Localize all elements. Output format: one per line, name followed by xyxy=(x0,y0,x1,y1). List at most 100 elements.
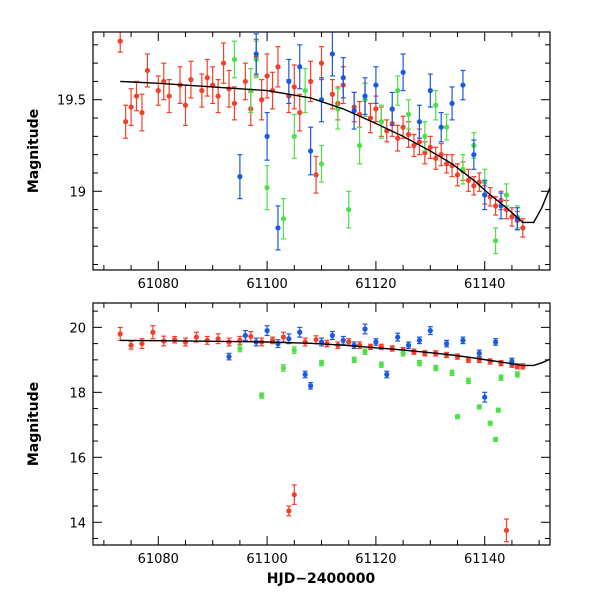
data-point-red xyxy=(427,144,433,150)
data-point-green xyxy=(259,392,265,399)
data-point-red xyxy=(367,115,374,121)
data-point-blue xyxy=(444,341,450,347)
y-axis-label: Magnitude xyxy=(26,382,42,466)
data-point-blue xyxy=(416,337,423,343)
data-point-red xyxy=(465,177,471,183)
data-layer xyxy=(117,32,550,255)
y-axis-label: Magnitude xyxy=(26,109,42,193)
data-point-green xyxy=(362,349,368,355)
data-point-red xyxy=(444,161,450,167)
data-point-red xyxy=(220,60,227,66)
data-point-blue xyxy=(482,192,488,198)
data-point-green xyxy=(514,371,520,378)
y-tick-label: 18 xyxy=(69,386,86,401)
data-point-red xyxy=(123,119,129,125)
data-point-blue xyxy=(471,152,477,158)
data-point-red xyxy=(318,60,325,66)
y-tick-label: 19 xyxy=(69,185,86,200)
bottom-panel: 61080 61100 61120 61140 14 16 18 20 Magnitude xyxy=(26,302,551,567)
data-point-blue xyxy=(308,383,314,389)
data-point-green xyxy=(291,133,297,139)
data-point-red xyxy=(139,109,145,116)
data-point-green xyxy=(318,360,325,366)
data-point-green xyxy=(291,347,297,353)
data-point-red xyxy=(117,331,123,337)
data-layer xyxy=(117,323,550,543)
y-tick-label: 14 xyxy=(69,516,86,531)
data-point-red xyxy=(155,87,161,94)
data-point-green xyxy=(503,192,510,198)
y-tick-label: 16 xyxy=(69,451,86,466)
data-point-green xyxy=(433,365,439,371)
data-point-blue xyxy=(286,336,292,342)
model-curve xyxy=(120,80,550,224)
data-point-red xyxy=(128,104,134,110)
data-point-green xyxy=(318,161,325,167)
data-point-blue xyxy=(351,108,357,114)
data-point-green xyxy=(280,216,287,222)
data-point-green xyxy=(476,404,482,410)
data-point-red xyxy=(291,84,297,90)
data-point-blue xyxy=(329,51,335,57)
data-point-blue xyxy=(237,174,243,180)
data-point-green xyxy=(433,102,439,108)
data-point-blue xyxy=(302,371,308,378)
data-point-green xyxy=(346,206,352,213)
data-point-blue xyxy=(460,82,466,88)
data-point-green xyxy=(487,420,493,426)
data-point-red xyxy=(313,337,319,343)
series-green xyxy=(237,344,520,443)
data-point-red xyxy=(471,183,477,189)
data-point-red xyxy=(416,139,423,145)
data-point-green xyxy=(264,185,270,191)
data-point-blue xyxy=(329,332,335,339)
data-point-red xyxy=(395,135,401,141)
data-point-red xyxy=(313,172,319,178)
data-point-red xyxy=(346,339,352,345)
data-point-blue xyxy=(264,328,270,334)
x-axis-label: HJD−2400000 xyxy=(267,571,376,587)
data-point-blue xyxy=(416,119,423,125)
data-point-blue xyxy=(297,329,303,335)
data-point-green xyxy=(449,370,455,376)
data-point-blue xyxy=(373,82,379,88)
y-tick-label: 20 xyxy=(69,321,86,336)
data-point-green xyxy=(378,362,384,368)
data-point-blue xyxy=(449,100,455,106)
series-red xyxy=(117,325,526,543)
data-point-green xyxy=(302,87,308,94)
series-green xyxy=(231,40,520,255)
data-point-red xyxy=(182,102,189,108)
data-point-green xyxy=(495,407,501,413)
data-point-green xyxy=(351,357,357,363)
data-point-red xyxy=(520,225,526,231)
data-point-red xyxy=(286,508,292,514)
data-point-green xyxy=(405,111,412,117)
data-point-red xyxy=(204,337,210,343)
data-point-blue xyxy=(308,148,314,154)
x-tick-label: 61140 xyxy=(464,552,505,567)
data-point-red xyxy=(117,38,123,44)
data-point-red xyxy=(433,155,439,161)
data-point-blue xyxy=(514,216,520,222)
data-point-red xyxy=(454,172,461,178)
data-point-blue xyxy=(275,225,281,231)
data-point-red xyxy=(204,75,210,81)
model-curve xyxy=(120,339,550,367)
data-point-red xyxy=(182,339,189,345)
data-point-red xyxy=(411,142,417,149)
data-point-green xyxy=(444,124,450,130)
data-point-red xyxy=(215,93,221,99)
data-point-red xyxy=(259,97,265,103)
data-point-red xyxy=(188,77,194,83)
data-point-blue xyxy=(362,326,368,332)
data-point-blue xyxy=(400,69,406,75)
series-red xyxy=(117,32,526,238)
data-point-blue xyxy=(226,353,232,360)
data-point-red xyxy=(297,109,303,116)
data-point-red xyxy=(128,342,134,348)
data-point-blue xyxy=(340,337,346,343)
data-point-blue xyxy=(253,51,259,57)
data-point-red xyxy=(161,78,167,85)
